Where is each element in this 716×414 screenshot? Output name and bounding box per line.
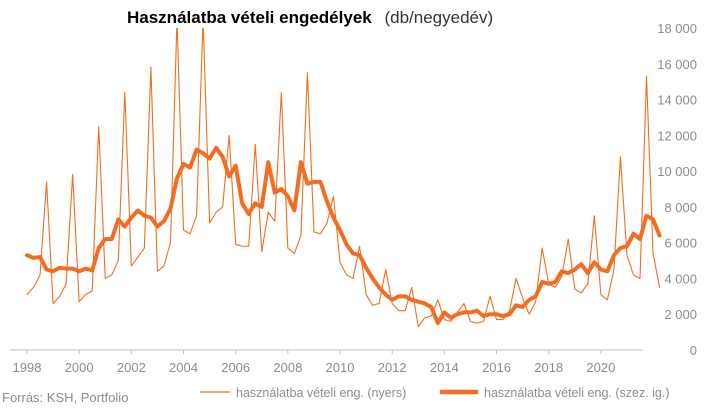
x-tick-label: 2008 (273, 360, 302, 375)
x-tick-label: 2006 (221, 360, 250, 375)
y-tick-label: 6 000 (664, 236, 697, 251)
legend-label-raw: használatba vételi eng. (nyers) (236, 386, 406, 400)
x-tick-label: 2020 (586, 360, 615, 375)
x-tick-label: 2000 (65, 360, 94, 375)
series-layer (25, 28, 662, 328)
x-axis-tick-labels: 1998 2000 2002 2004 2006 2008 2010 2012 2014 2016… (13, 360, 616, 375)
y-tick-label: 12 000 (657, 128, 697, 143)
x-tick-label: 2016 (482, 360, 511, 375)
legend: használatba vételi eng. (nyers) használa… (200, 386, 670, 400)
x-tick-label: 2002 (117, 360, 146, 375)
y-tick-label: 18 000 (657, 21, 697, 36)
y-tick-label: 16 000 (657, 57, 697, 72)
y-tick-label: 14 000 (657, 93, 697, 108)
series-line-raw (26, 28, 661, 328)
x-tick-label: 2004 (169, 360, 198, 375)
x-tick-label: 2018 (534, 360, 563, 375)
y-tick-label: 2 000 (664, 307, 697, 322)
legend-label-sa: használatba vételi eng. (szez. ig.) (484, 386, 670, 400)
x-tick-label: 2012 (378, 360, 407, 375)
y-tick-label: 10 000 (657, 164, 697, 179)
source-note: Forrás: KSH, Portfolio (2, 390, 128, 405)
x-tick-label: 1998 (13, 360, 42, 375)
y-tick-label: 8 000 (664, 200, 697, 215)
y-tick-label: 4 000 (664, 271, 697, 286)
y-axis-tick-labels: 0 2 000 4 000 6 000 8 000 10 000 12 000 14 000 1… (657, 21, 697, 358)
chart-title: Használatba vételi engedélyek (db/negyed… (127, 8, 493, 27)
x-tick-label: 2010 (326, 360, 355, 375)
x-tick-label: 2014 (430, 360, 459, 375)
series-line-seasonally-adjusted (25, 145, 662, 326)
chart-title-main: Használatba vételi engedélyek (127, 8, 372, 27)
chart-subtitle: (db/negyedév) (384, 8, 493, 27)
y-tick-label: 0 (690, 343, 697, 358)
x-axis (10, 349, 643, 354)
